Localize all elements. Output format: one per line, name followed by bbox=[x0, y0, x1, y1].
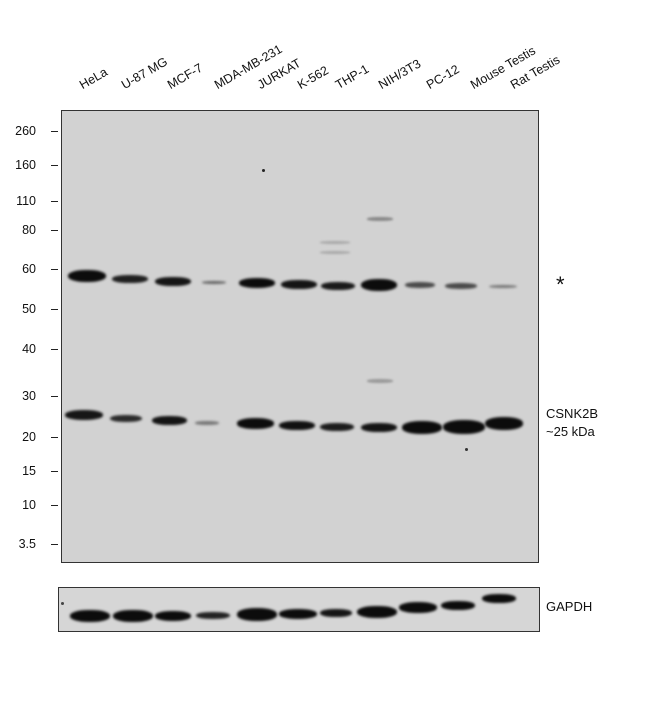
band-gapdh-jurkat bbox=[237, 608, 277, 621]
western-blot-gapdh bbox=[58, 587, 540, 632]
mw-tick bbox=[51, 349, 58, 350]
mw-tick bbox=[51, 544, 58, 545]
band-target-rat-testis bbox=[485, 417, 523, 430]
band-target-mdamb231 bbox=[195, 421, 219, 425]
band-gapdh-nih3t3 bbox=[357, 606, 397, 618]
blot-speck bbox=[465, 448, 468, 451]
band-target-nih3t3 bbox=[361, 423, 397, 432]
mw-160: 160 bbox=[15, 158, 36, 172]
band-upper-nih3t3 bbox=[361, 279, 397, 291]
band-upper-hela bbox=[68, 270, 106, 282]
band-gapdh-k562 bbox=[279, 609, 317, 619]
mw-tick bbox=[51, 131, 58, 132]
band-gapdh-hela bbox=[70, 610, 110, 622]
band-gapdh-mcf7 bbox=[155, 611, 191, 621]
mw-tick bbox=[51, 471, 58, 472]
nonspecific-band-marker: * bbox=[556, 272, 565, 297]
band-upper-pc12 bbox=[405, 282, 435, 288]
mw-60: 60 bbox=[22, 262, 36, 276]
lane-label-nih3t3: NIH/3T3 bbox=[376, 56, 424, 92]
mw-20: 20 bbox=[22, 430, 36, 444]
mw-tick bbox=[51, 269, 58, 270]
mw-tick bbox=[51, 309, 58, 310]
blot-artifact bbox=[367, 217, 393, 221]
band-gapdh-thp1 bbox=[320, 609, 352, 617]
band-gapdh-mouse-testis bbox=[441, 601, 475, 610]
band-upper-jurkat bbox=[239, 278, 275, 288]
band-upper-mdamb231 bbox=[202, 281, 226, 284]
mw-tick bbox=[51, 165, 58, 166]
blot-speck bbox=[61, 602, 64, 605]
band-gapdh-pc12 bbox=[399, 602, 437, 613]
band-target-mouse-testis bbox=[443, 420, 485, 434]
western-blot-main bbox=[61, 110, 539, 563]
band-target-jurkat bbox=[237, 418, 274, 429]
band-gapdh-rat-testis bbox=[482, 594, 516, 603]
lane-label-u87mg: U-87 MG bbox=[119, 54, 170, 92]
band-upper-mcf7 bbox=[155, 277, 191, 286]
mw-15: 15 bbox=[22, 464, 36, 478]
mw-110: 110 bbox=[16, 194, 36, 208]
mw-80: 80 bbox=[22, 223, 36, 237]
mw-tick bbox=[51, 230, 58, 231]
band-target-k562 bbox=[279, 421, 315, 430]
band-upper-mouse-testis bbox=[445, 283, 477, 289]
lane-label-thp1: THP-1 bbox=[333, 61, 372, 92]
blot-speck bbox=[262, 169, 265, 172]
mw-50: 50 bbox=[22, 302, 36, 316]
band-gapdh-mdamb231 bbox=[196, 612, 230, 619]
mw-tick bbox=[51, 437, 58, 438]
mw-10: 10 bbox=[22, 498, 36, 512]
mw-30: 30 bbox=[22, 389, 36, 403]
mw-tick bbox=[51, 201, 58, 202]
band-upper-rat-testis bbox=[489, 285, 517, 288]
blot-artifact bbox=[320, 241, 350, 244]
band-target-hela bbox=[65, 410, 103, 420]
mw-260: 260 bbox=[15, 124, 36, 138]
mw-3-5: 3.5 bbox=[18, 537, 36, 551]
band-target-thp1 bbox=[320, 423, 354, 431]
lane-label-hela: HeLa bbox=[77, 64, 110, 92]
band-upper-k562 bbox=[281, 280, 317, 289]
band-gapdh-u87mg bbox=[113, 610, 153, 622]
mw-tick bbox=[51, 505, 58, 506]
target-name-label: CSNK2B bbox=[546, 406, 599, 421]
mw-40: 40 bbox=[22, 342, 36, 356]
band-upper-u87mg bbox=[112, 275, 148, 283]
blot-artifact bbox=[320, 251, 350, 254]
band-target-pc12 bbox=[402, 421, 442, 434]
loading-control-label: GAPDH bbox=[546, 599, 593, 614]
band-target-u87mg bbox=[110, 415, 142, 422]
band-target-mcf7 bbox=[152, 416, 187, 425]
band-upper-thp1 bbox=[321, 282, 355, 290]
blot-artifact bbox=[367, 379, 393, 383]
lane-label-pc12: PC-12 bbox=[424, 62, 462, 92]
target-size-label: ~25 kDa bbox=[546, 424, 595, 439]
lane-label-mcf7: MCF-7 bbox=[165, 60, 206, 92]
mw-tick bbox=[51, 396, 58, 397]
